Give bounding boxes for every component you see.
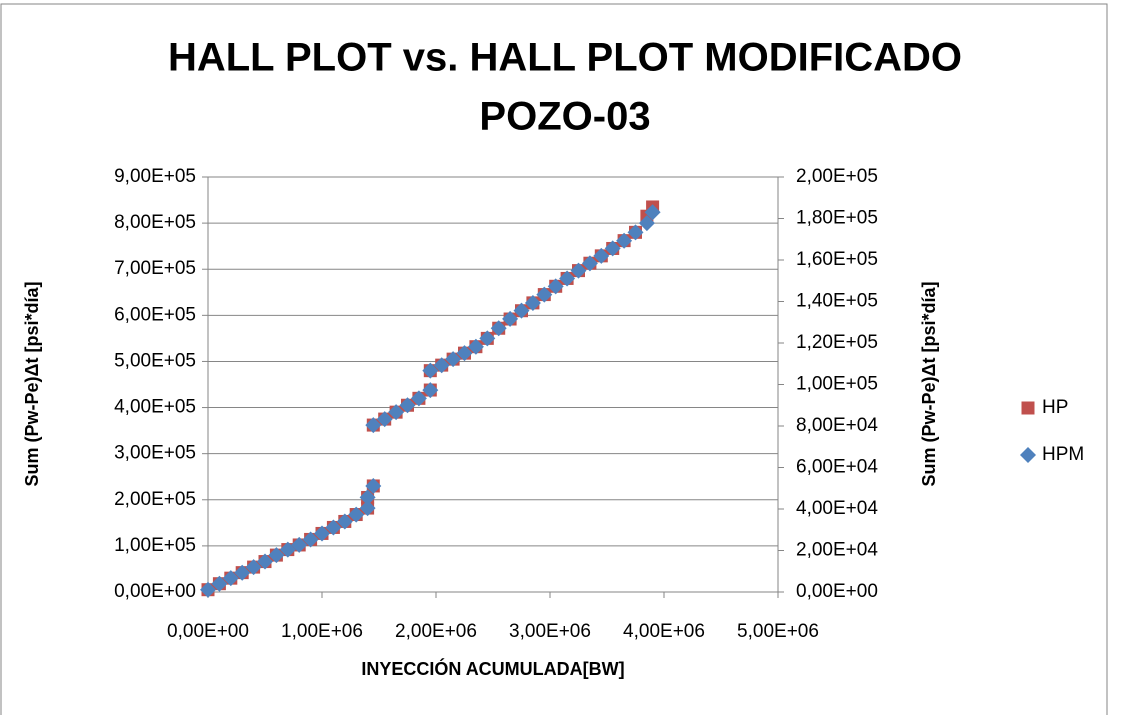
y2-tick-label: 1,00E+05	[796, 374, 878, 395]
point	[559, 270, 576, 287]
y-tick-label: 1,00E+05	[114, 535, 196, 556]
point	[314, 525, 330, 542]
point	[644, 204, 661, 221]
point	[570, 262, 587, 279]
x-tick-label: 0,00E+00	[167, 621, 249, 642]
y-tick-label: 4,00E+05	[114, 397, 196, 418]
y-tick-label: 3,00E+05	[114, 443, 196, 464]
y2-axis-title: Sum (Pw-Pe)Δt [psi*día]	[919, 282, 939, 487]
point	[638, 215, 655, 232]
y2-tick-label: 0,00E+00	[796, 581, 878, 602]
point	[365, 417, 382, 434]
point	[456, 345, 473, 362]
point	[257, 553, 273, 570]
y2-tick-label: 8,00E+04	[796, 415, 878, 436]
point	[222, 570, 239, 587]
chart-title: HALL PLOT vs. HALL PLOT MODIFICADO	[168, 36, 962, 80]
point	[245, 559, 262, 576]
point	[422, 362, 439, 379]
y-tick-label: 9,00E+05	[114, 166, 196, 187]
point	[547, 278, 564, 295]
point	[524, 294, 541, 311]
point	[422, 382, 439, 399]
point	[291, 536, 308, 553]
point	[581, 255, 598, 272]
point	[211, 575, 228, 592]
point	[502, 310, 519, 327]
point	[268, 547, 285, 564]
point	[376, 411, 393, 428]
point	[279, 541, 296, 558]
y-tick-label: 8,00E+05	[114, 212, 196, 233]
y2-tick-label: 2,00E+05	[796, 166, 878, 187]
point	[616, 232, 633, 249]
point	[365, 477, 382, 494]
x-tick-label: 2,00E+06	[395, 621, 477, 642]
chart-subtitle: POZO-03	[479, 95, 650, 139]
x-axis-title: INYECCIÓN ACUMULADA[BW]	[361, 658, 624, 679]
point	[388, 404, 405, 421]
point	[433, 357, 450, 374]
y2-tick-label: 2,00E+04	[796, 540, 878, 561]
y-tick-label: 2,00E+05	[114, 489, 196, 510]
point	[359, 500, 376, 517]
chart-frame	[0, 3, 1108, 715]
point	[536, 286, 553, 303]
point	[399, 397, 416, 414]
y-tick-label: 6,00E+05	[114, 304, 196, 325]
point	[445, 351, 462, 368]
y-tick-label: 7,00E+05	[114, 258, 196, 279]
legend-marker	[1020, 447, 1036, 463]
point	[410, 390, 427, 407]
y2-tick-label: 1,40E+05	[796, 291, 878, 312]
y-tick-label: 0,00E+00	[114, 581, 196, 602]
x-tick-label: 5,00E+06	[737, 621, 819, 642]
legend-label: HP	[1042, 397, 1068, 418]
point	[325, 519, 342, 536]
point	[490, 320, 507, 337]
y2-tick-label: 1,80E+05	[796, 208, 878, 229]
y-tick-label: 5,00E+05	[114, 350, 196, 371]
y2-tick-label: 1,20E+05	[796, 332, 878, 353]
x-tick-label: 1,00E+06	[281, 621, 363, 642]
point	[513, 302, 530, 319]
legend-marker	[1021, 401, 1035, 415]
point	[200, 581, 216, 598]
point	[302, 531, 319, 548]
point	[234, 564, 251, 581]
legend-label: HPM	[1042, 444, 1084, 465]
point	[348, 506, 365, 523]
x-tick-label: 3,00E+06	[509, 621, 591, 642]
point	[627, 224, 644, 241]
y2-tick-label: 6,00E+04	[796, 457, 878, 478]
point	[593, 247, 610, 264]
y2-tick-label: 4,00E+04	[796, 498, 878, 519]
x-tick-label: 4,00E+06	[623, 621, 705, 642]
point	[467, 338, 484, 355]
point	[336, 513, 353, 530]
y2-tick-label: 1,60E+05	[796, 249, 878, 270]
point	[479, 330, 496, 347]
point	[604, 240, 621, 257]
y-axis-title: Sum (Pw-Pe)Δt [psi*día]	[22, 282, 42, 487]
point	[359, 489, 376, 506]
